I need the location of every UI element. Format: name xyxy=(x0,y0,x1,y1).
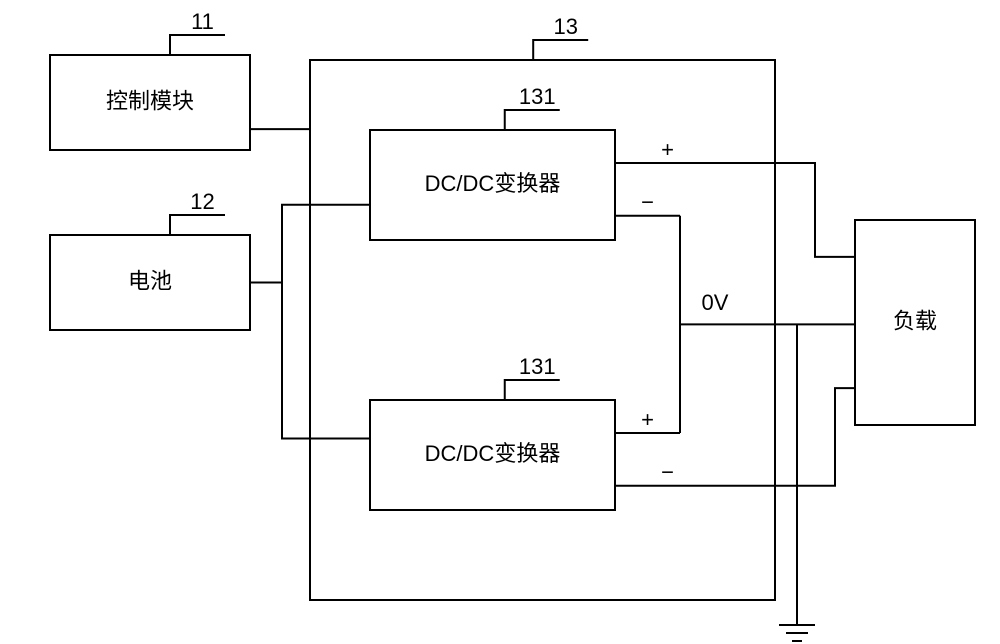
label-0v: 0V xyxy=(702,290,729,315)
load-label: 负载 xyxy=(893,308,937,333)
ref-11-flag xyxy=(170,35,225,55)
dcdc-top-label: DC/DC变换器 xyxy=(425,171,561,196)
control-module-label: 控制模块 xyxy=(106,88,194,113)
sign-bot-minus: − xyxy=(661,460,674,485)
battery-label: 电池 xyxy=(128,268,172,293)
sign-top-minus: − xyxy=(641,190,654,215)
ref-12-flag xyxy=(170,215,225,235)
ref-12: 12 xyxy=(190,189,214,214)
sign-top-plus: + xyxy=(661,137,674,162)
dcdc-bottom-label: DC/DC变换器 xyxy=(425,441,561,466)
wire-topplus-to-load xyxy=(775,163,855,257)
ref-13-flag xyxy=(533,40,588,60)
ref-13: 13 xyxy=(553,14,577,39)
ref-131-top: 131 xyxy=(519,84,556,109)
wire-botminus-to-load xyxy=(775,388,855,486)
sign-bot-plus: + xyxy=(641,407,654,432)
ref-11: 11 xyxy=(191,9,214,34)
ref-131-bot: 131 xyxy=(519,354,556,379)
